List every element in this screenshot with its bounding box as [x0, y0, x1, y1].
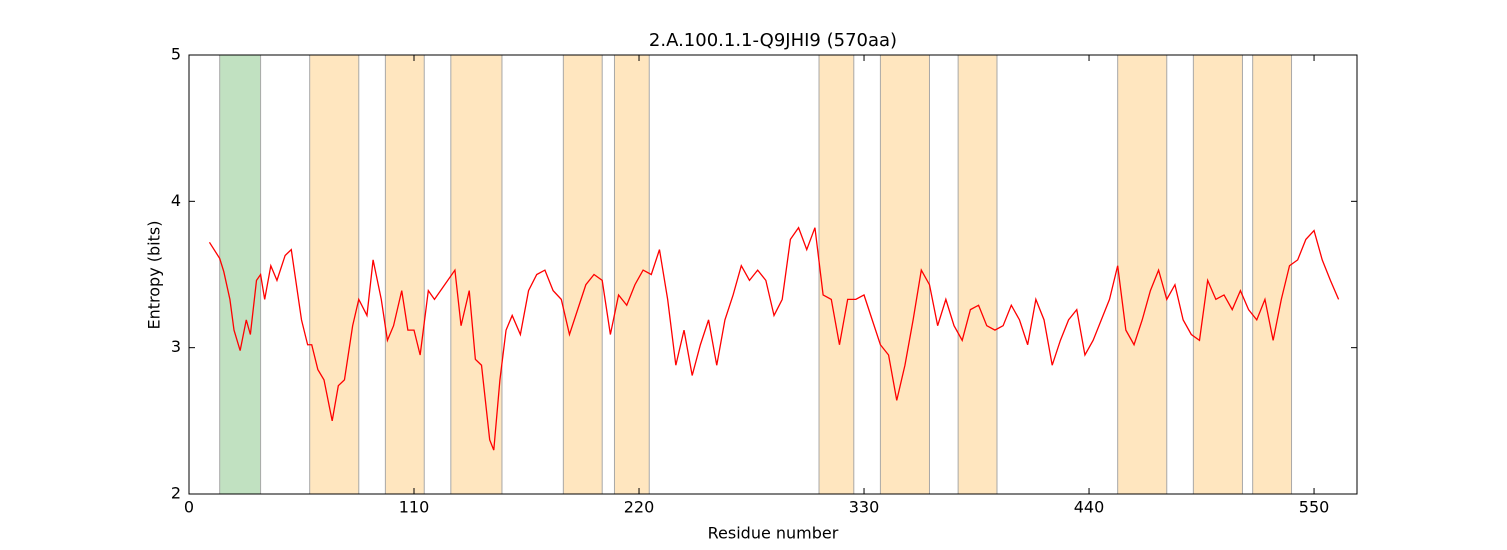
y-tick-label: 4 — [171, 191, 181, 210]
x-tick-label: 550 — [1299, 498, 1330, 517]
region — [309, 54, 360, 495]
x-tick-label: 0 — [184, 498, 194, 517]
region — [818, 54, 855, 495]
region — [613, 54, 650, 495]
region — [879, 54, 930, 495]
region — [1252, 54, 1293, 495]
region — [1117, 54, 1168, 495]
region — [219, 54, 262, 495]
x-tick-label: 220 — [624, 498, 655, 517]
y-tick-label: 2 — [171, 484, 181, 503]
y-tick-label: 5 — [171, 45, 181, 64]
chart-title: 2.A.100.1.1-Q9JHI9 (570aa) — [649, 30, 897, 51]
x-tick-label: 440 — [1074, 498, 1105, 517]
plot-frame — [188, 54, 1358, 495]
line — [208, 226, 1340, 451]
y-tick-label: 3 — [171, 337, 181, 356]
region — [450, 54, 503, 495]
x-axis-label: Residue number — [708, 524, 839, 543]
region — [384, 54, 425, 495]
region — [957, 54, 998, 495]
x-tick-label: 110 — [399, 498, 430, 517]
x-tick-label: 330 — [849, 498, 880, 517]
region — [562, 54, 603, 495]
region — [1192, 54, 1243, 495]
y-axis-label: Entropy (bits) — [145, 221, 164, 330]
